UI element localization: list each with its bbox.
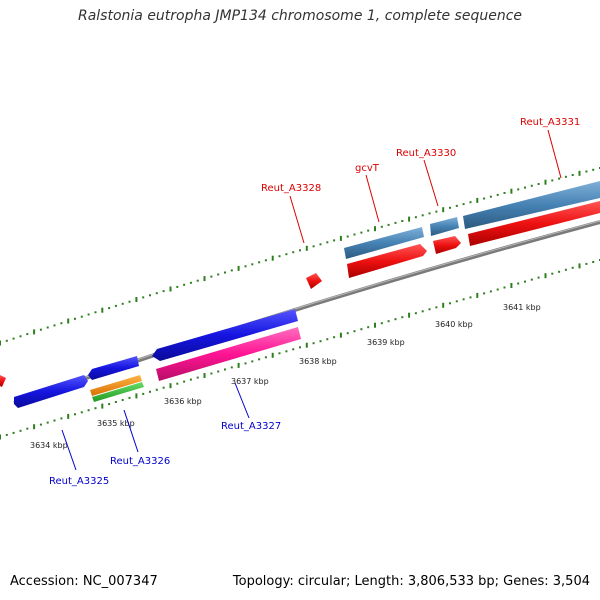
tick-row-upper	[0, 167, 600, 346]
kbp-label-3640: 3640 kbp	[435, 320, 473, 329]
kbp-label-3635: 3635 kbp	[97, 419, 135, 428]
gene-reut-a3327[interactable]	[156, 327, 301, 381]
accession-text: Accession: NC_007347	[10, 574, 158, 589]
gene-green-feature[interactable]	[92, 382, 144, 402]
leader-reut-a3331	[547, 129, 562, 179]
kbp-label-3636: 3636 kbp	[164, 397, 202, 406]
gene-reut-a3331-steel[interactable]	[463, 181, 600, 229]
gene-steel-2[interactable]	[430, 217, 459, 236]
gene-reut-a3328[interactable]	[306, 273, 322, 289]
kbp-label-3634: 3634 kbp	[30, 441, 68, 450]
label-reut-a3325[interactable]: Reut_A3325	[49, 476, 109, 487]
gene-steel-1[interactable]	[344, 227, 424, 259]
kbp-label-3637: 3637 kbp	[231, 377, 269, 386]
gene-blue-upper[interactable]	[152, 309, 298, 361]
label-reut-a3326[interactable]: Reut_A3326	[110, 456, 170, 467]
kbp-label-3638: 3638 kbp	[299, 357, 337, 366]
genome-stats-text: Topology: circular; Length: 3,806,533 bp…	[232, 574, 590, 589]
label-reut-a3328[interactable]: Reut_A3328	[261, 183, 321, 194]
gene-reut-a3330[interactable]	[433, 236, 461, 254]
leader-gcvt	[365, 174, 380, 223]
leader-reut-a3326	[123, 409, 139, 453]
leader-reut-a3328	[289, 195, 305, 244]
gene-reut-a3325[interactable]	[14, 375, 88, 408]
gene-orange-feature[interactable]	[90, 375, 142, 396]
label-reut-a3330[interactable]: Reut_A3330	[396, 148, 456, 159]
leader-reut-a3327	[234, 382, 250, 419]
label-gcvt[interactable]: gcvT	[355, 163, 380, 174]
map-title: Ralstonia eutropha JMP134 chromosome 1, …	[77, 8, 522, 24]
label-reut-a3331[interactable]: Reut_A3331	[520, 117, 580, 128]
gene-reut-a3326[interactable]	[88, 356, 139, 380]
leader-reut-a3330	[423, 159, 439, 207]
gene-reut-a3331[interactable]	[468, 201, 600, 246]
tick-row-lower	[0, 259, 600, 440]
kbp-label-3639: 3639 kbp	[367, 338, 405, 347]
gene-gcvt[interactable]	[347, 244, 427, 278]
leader-reut-a3325	[61, 429, 77, 471]
kbp-label-3641: 3641 kbp	[503, 303, 541, 312]
gene-left-red-fragment[interactable]	[0, 375, 6, 387]
label-reut-a3327[interactable]: Reut_A3327	[221, 421, 281, 432]
